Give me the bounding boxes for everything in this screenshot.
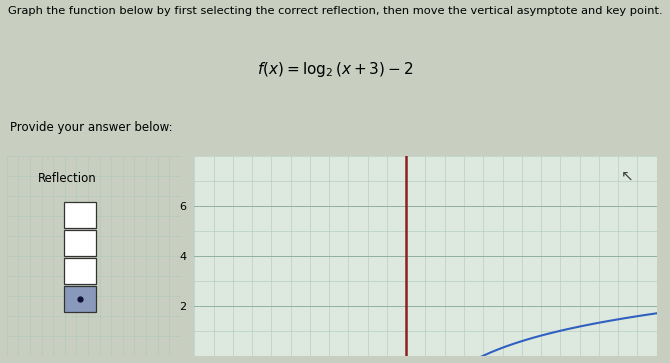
Text: Graph the function below by first selecting the correct reflection, then move th: Graph the function below by first select…	[7, 6, 663, 16]
Text: Reflection: Reflection	[38, 172, 96, 185]
Bar	[64, 258, 96, 284]
Text: Provide your answer below:: Provide your answer below:	[10, 121, 173, 134]
Bar	[64, 230, 96, 256]
Text: $f(x) = \log_2(x+3) - 2$: $f(x) = \log_2(x+3) - 2$	[257, 60, 413, 79]
Text: ↖: ↖	[621, 168, 634, 184]
Bar	[64, 202, 96, 228]
Bar	[64, 286, 96, 312]
